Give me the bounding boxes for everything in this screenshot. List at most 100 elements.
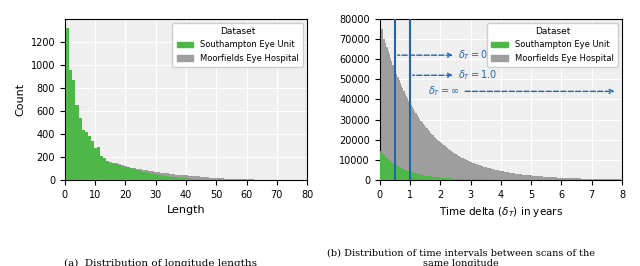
Bar (408, 171, 410, 180)
Bar (544, 177, 545, 180)
Bar (170, 177, 172, 180)
Bar (618, 179, 619, 180)
Bar (154, 174, 157, 180)
Bar (166, 176, 170, 180)
Bar (554, 177, 555, 180)
Bar (517, 174, 518, 180)
Bar (524, 175, 525, 180)
Bar (581, 178, 582, 180)
Bar (609, 179, 611, 180)
Bar (465, 179, 467, 180)
Bar (428, 176, 429, 180)
Bar (444, 146, 445, 180)
Bar (154, 172, 157, 180)
Bar (447, 148, 448, 180)
Bar (420, 175, 422, 180)
Bar (569, 178, 570, 180)
Bar (498, 171, 499, 180)
Bar (556, 177, 557, 180)
Bar (383, 39, 384, 180)
Bar (182, 178, 184, 180)
Bar (191, 176, 193, 180)
Bar (380, 29, 381, 180)
Bar (531, 176, 532, 180)
Bar (139, 171, 142, 180)
Bar (506, 172, 508, 180)
Bar (477, 164, 479, 180)
Bar (420, 120, 422, 180)
Bar (437, 140, 438, 180)
Bar (419, 119, 420, 180)
Bar (527, 175, 528, 180)
Bar (529, 175, 531, 180)
Bar (184, 175, 188, 180)
Bar (575, 178, 577, 180)
Bar (391, 162, 392, 180)
Bar (115, 164, 118, 180)
Bar (502, 172, 504, 180)
Bar (579, 178, 580, 180)
Bar (559, 178, 561, 180)
Bar (406, 96, 407, 180)
Bar (493, 169, 494, 180)
Bar (511, 173, 513, 180)
Bar (97, 147, 100, 180)
Bar (471, 179, 472, 180)
Bar (193, 176, 196, 180)
Bar (484, 167, 486, 180)
Bar (595, 179, 596, 180)
Bar (388, 159, 389, 180)
Bar (133, 168, 136, 180)
Bar (172, 177, 175, 180)
Bar (387, 47, 388, 180)
Bar (463, 179, 464, 180)
Bar (558, 178, 559, 180)
Bar (590, 179, 591, 180)
Bar (100, 156, 103, 180)
Bar (406, 170, 407, 180)
Bar (215, 178, 218, 180)
Bar (434, 177, 435, 180)
Bar (118, 164, 121, 180)
Bar (404, 94, 406, 180)
Bar (440, 178, 441, 180)
Bar (160, 173, 163, 180)
Bar (451, 151, 452, 180)
Bar (476, 179, 477, 180)
Bar (564, 178, 566, 180)
Bar (447, 178, 448, 180)
Bar (481, 166, 482, 180)
Bar (518, 174, 520, 180)
Bar (497, 170, 498, 180)
Bar (452, 152, 453, 180)
Bar (390, 58, 391, 180)
Bar (545, 177, 547, 180)
Bar (380, 151, 381, 180)
Bar (539, 176, 540, 180)
Bar (534, 176, 535, 180)
Bar (467, 160, 468, 180)
Bar (454, 178, 456, 180)
Bar (403, 91, 404, 180)
Bar (88, 165, 91, 180)
Bar (453, 153, 454, 180)
Bar (611, 179, 612, 180)
Bar (109, 162, 112, 180)
Bar (422, 175, 423, 180)
Bar (403, 169, 404, 180)
Bar (118, 165, 121, 180)
Bar (136, 169, 139, 180)
Bar (482, 166, 483, 180)
Bar (424, 175, 425, 180)
Legend: Southampton Eye Unit, Moorfields Eye Hospital: Southampton Eye Unit, Moorfields Eye Hos… (172, 23, 303, 67)
Bar (381, 153, 383, 180)
Bar (221, 178, 224, 180)
Bar (163, 173, 166, 180)
Bar (430, 133, 431, 180)
Bar (441, 143, 442, 180)
Bar (441, 178, 442, 180)
Bar (607, 179, 608, 180)
Bar (424, 125, 425, 180)
Bar (79, 168, 81, 180)
Bar (242, 179, 245, 180)
